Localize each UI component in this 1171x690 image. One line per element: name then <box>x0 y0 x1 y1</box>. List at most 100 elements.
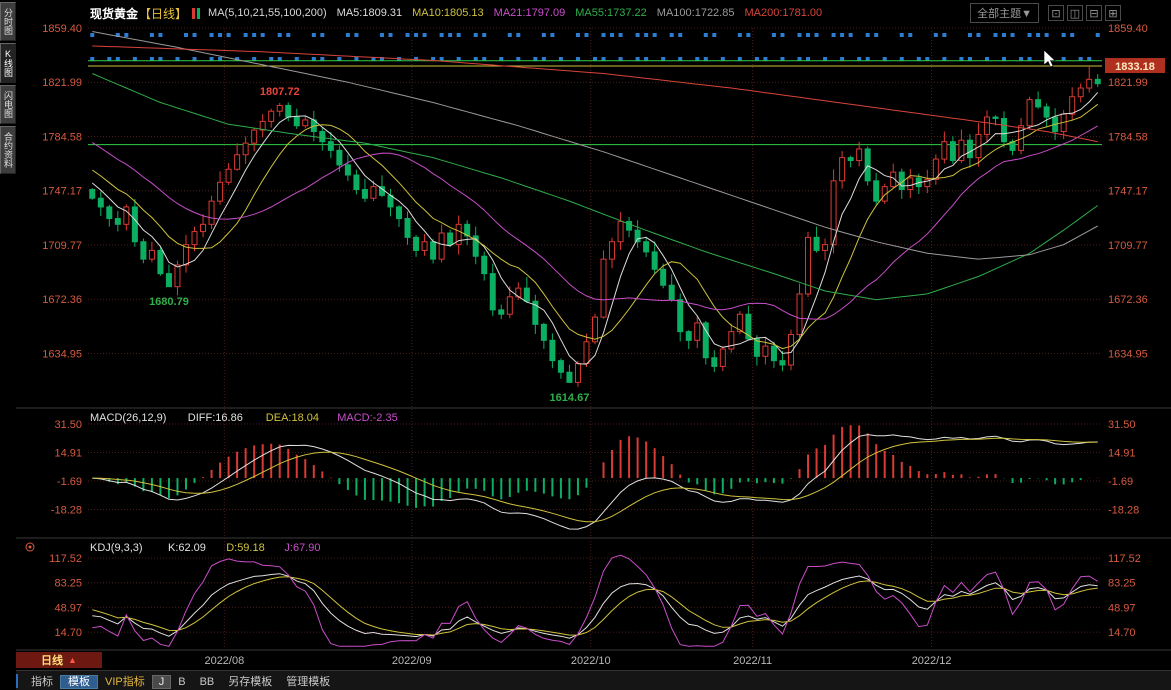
period-tag: 【日线】 <box>139 6 188 21</box>
ma-legend-item: MA21:1797.09 <box>493 7 566 19</box>
axis-label: 31.50 <box>54 419 82 431</box>
axis-label: -18.28 <box>51 504 82 516</box>
axis-label: 83.25 <box>1108 578 1136 590</box>
toolbar-item-b[interactable]: B <box>178 675 186 688</box>
candlestick-icon <box>192 7 202 19</box>
toolbar-item-bb[interactable]: BB <box>199 675 215 688</box>
axis-label: 1709.77 <box>42 240 82 252</box>
macd-dea-line <box>92 437 1098 523</box>
axis-label: 1672.36 <box>1108 294 1148 306</box>
current-price-tag-label: 1833.18 <box>1115 61 1155 73</box>
axis-label: 48.97 <box>54 602 82 614</box>
axis-label: 14.70 <box>54 627 82 639</box>
theme-selector-dropdown[interactable]: 全部主题▼ <box>970 3 1039 23</box>
toolbar-item-manage-template[interactable]: 管理模板 <box>286 675 331 688</box>
axis-label: 1747.17 <box>42 186 82 198</box>
toolbar-item-save-template[interactable]: 另存模板 <box>228 675 273 688</box>
period-selector-label: 日线 <box>41 655 64 667</box>
macd-header-value: DIFF:16.86 <box>188 412 243 424</box>
toolbar-item-indicators[interactable]: 指标 <box>31 675 53 688</box>
axis-label: 1672.36 <box>42 294 82 306</box>
sidebar-tab-k-line-chart[interactable]: K线图 <box>0 43 16 83</box>
period-selector[interactable]: 日线 ▲ <box>16 652 102 668</box>
axis-label: 1784.58 <box>42 131 82 143</box>
ma-line-MA100 <box>92 31 1098 260</box>
ma-line-MA10 <box>92 103 1099 350</box>
price-annotation: 1614.67 <box>550 392 590 404</box>
price-annotation: 1807.72 <box>260 86 300 98</box>
symbol-name: 现货黄金 <box>90 6 139 21</box>
chart-type-sidebar: 分时图 K线图闪电图合约资料 <box>0 0 16 690</box>
macd-header-value: DEA:18.04 <box>266 412 319 424</box>
axis-label: 1821.99 <box>1108 77 1148 89</box>
ma-legend-item: MA5:1809.31 <box>336 7 403 19</box>
kdj-header-value: KDJ(9,3,3) <box>90 542 143 554</box>
axis-label: 1859.40 <box>1108 23 1148 35</box>
ma-line-MA200 <box>92 45 1098 143</box>
axis-label: -18.28 <box>1108 504 1139 516</box>
ma-legend-item: MA200:1781.00 <box>744 7 823 19</box>
ma-legend-item: MA100:1722.85 <box>656 7 735 19</box>
toolbar-item-j[interactable]: J <box>151 674 172 689</box>
window-layout-icons: ⊡ ◫ ⊟ ⊞ <box>1045 5 1121 21</box>
axis-label: 1859.40 <box>42 23 82 35</box>
sidebar-tab-lightning-chart[interactable]: 闪电图 <box>0 85 16 124</box>
axis-label: 1634.95 <box>1108 348 1148 360</box>
sidebar-tab-time-chart[interactable]: 分时图 <box>0 2 16 41</box>
macd-header-value: MACD(26,12,9) <box>90 412 166 424</box>
ma-line-MA21 <box>92 125 1098 320</box>
kdj-header-value: J:67.90 <box>284 542 320 554</box>
ma-line-MA5 <box>91 92 1099 365</box>
ma-line-MA55 <box>92 73 1098 301</box>
layout-rows-icon[interactable]: ⊟ <box>1086 5 1102 21</box>
candlesticks <box>89 66 1101 387</box>
current-price-tag <box>1105 58 1165 74</box>
axis-label: 1634.95 <box>42 348 82 360</box>
axis-label: 14.91 <box>54 447 82 459</box>
axis-label: 117.52 <box>49 553 82 565</box>
axis-label: 83.25 <box>54 578 82 590</box>
kdj-marker-dot <box>28 545 32 549</box>
chart-header: 现货黄金 【日线】 MA(5,10,21,55,100,200) MA5:180… <box>16 0 1171 26</box>
mouse-cursor <box>1043 49 1056 68</box>
layout-split-icon[interactable]: ◫ <box>1067 5 1083 21</box>
axis-label: 14.91 <box>1108 447 1136 459</box>
axis-label: 1709.77 <box>1108 240 1148 252</box>
month-label: 2022/09 <box>392 655 432 667</box>
kdj-marker-icon <box>25 542 35 552</box>
sidebar-tab-contract-info[interactable]: 合约资料 <box>0 126 16 174</box>
kdj-header-value: D:59.18 <box>226 542 265 554</box>
axis-label: 31.50 <box>1108 419 1136 431</box>
axis-label: 1821.99 <box>42 77 82 89</box>
toolbar-item-vip-indicators[interactable]: VIP指标 <box>105 675 145 688</box>
macd-header-value: MACD:-2.35 <box>337 412 398 424</box>
chart-canvas[interactable]: 1859.40 1859.40 1821.99 1821.99 1784.58 1784.… <box>16 0 1171 670</box>
axis-label: 14.70 <box>1108 627 1136 639</box>
toolbar-item-templates[interactable]: 模板 <box>60 674 98 689</box>
axis-label: 48.97 <box>1108 602 1136 614</box>
month-label: 2022/12 <box>912 655 952 667</box>
event-marker-dots <box>90 33 1100 61</box>
ma-legend-item: MA55:1737.22 <box>575 7 647 19</box>
toolbar-items: 指标 模板 VIP指标 J B BB 另存模板 管理模板 <box>24 673 337 689</box>
layout-grid-icon[interactable]: ⊞ <box>1105 5 1121 21</box>
up-arrow-icon: ▲ <box>68 655 77 665</box>
axis-label: 1784.58 <box>1108 131 1148 143</box>
month-label: 2022/10 <box>571 655 611 667</box>
kdj-header-value: K:62.09 <box>168 542 206 554</box>
macd-histogram <box>99 425 1099 508</box>
price-annotation: 1680.79 <box>149 296 189 308</box>
ma-legend: MA5:1809.31 MA10:1805.13 MA21:1797.09 MA55:… <box>337 7 832 19</box>
axis-label: 117.52 <box>1108 553 1141 565</box>
kdj-d-line <box>92 576 1098 636</box>
kdj-k-line <box>92 573 1098 639</box>
axis-label: -1.69 <box>57 476 82 488</box>
layout-single-icon[interactable]: ⊡ <box>1048 5 1064 21</box>
month-label: 2022/11 <box>733 655 772 667</box>
ma-group-label: MA(5,10,21,55,100,200) <box>208 7 327 19</box>
kdj-j-line <box>92 554 1098 647</box>
ma-legend-item: MA10:1805.13 <box>412 7 484 19</box>
month-label: 2022/08 <box>204 655 244 667</box>
axis-label: -1.69 <box>1108 476 1133 488</box>
